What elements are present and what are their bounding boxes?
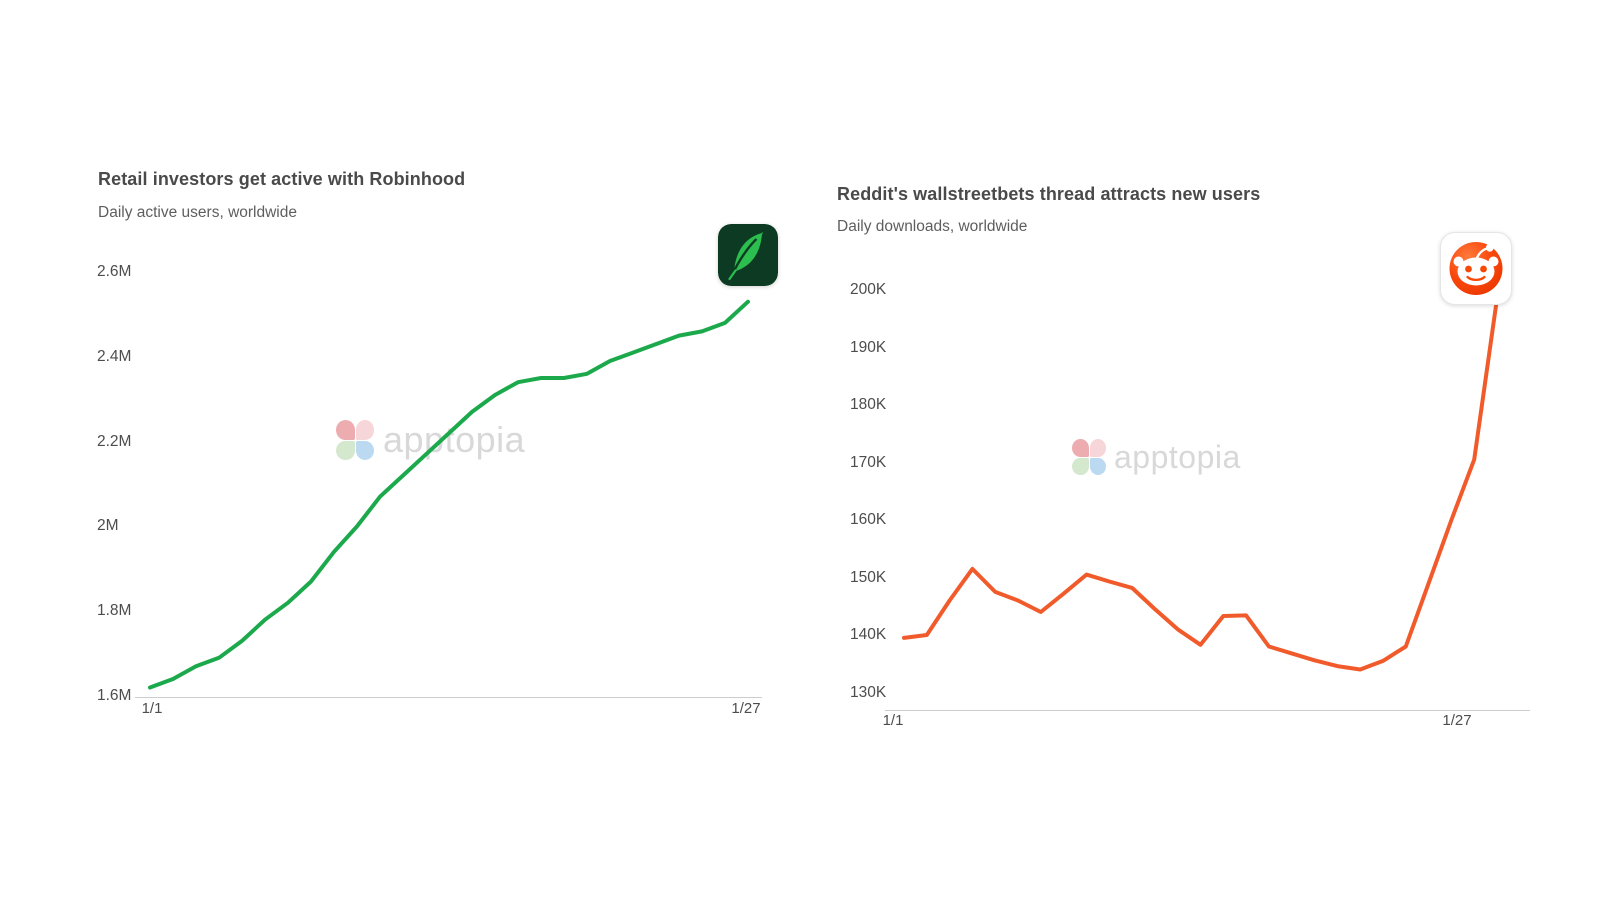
apptopia-logo-icon <box>1072 439 1106 475</box>
logo-petal <box>355 440 374 460</box>
reddit-chart-subtitle: Daily downloads, worldwide <box>837 218 1028 235</box>
reddit-chart-title: Reddit's wallstreetbets thread attracts … <box>837 184 1261 204</box>
reddit-x-tick-last: 1/27 <box>1442 712 1472 729</box>
robinhood-chart-title: Retail investors get active with Robinho… <box>98 169 466 189</box>
y-axis-tick-label: 170K <box>850 453 887 471</box>
watermark-text: apptopia <box>383 419 526 460</box>
robinhood-x-tick-last: 1/27 <box>731 700 761 717</box>
y-axis-tick-label: 2.4M <box>97 347 132 365</box>
logo-petal <box>1072 439 1089 457</box>
reddit-app-icon <box>1440 232 1512 305</box>
robinhood-app-icon <box>718 224 778 286</box>
robinhood-feather-icon <box>718 224 778 286</box>
line-series <box>902 296 1499 672</box>
robinhood-chart-subtitle: Daily active users, worldwide <box>98 204 297 221</box>
logo-petal <box>355 420 374 440</box>
y-axis-tick-label: 2.6M <box>97 263 132 280</box>
logo-petal <box>336 420 355 440</box>
y-axis-tick-label: 190K <box>850 338 887 356</box>
logo-petal <box>1089 439 1106 457</box>
y-axis-tick-label: 1.6M <box>97 687 132 704</box>
y-axis-tick-label: 180K <box>850 396 887 413</box>
line-series <box>148 299 750 690</box>
logo-petal <box>1089 457 1106 475</box>
logo-petal <box>1072 457 1089 475</box>
apptopia-logo-icon <box>336 420 374 460</box>
reddit-x-axis-line <box>885 710 1530 711</box>
robinhood-x-axis-line <box>135 697 762 698</box>
logo-petal <box>336 440 355 460</box>
y-axis-tick-label: 200K <box>850 281 887 298</box>
y-axis-tick-label: 130K <box>850 683 887 701</box>
reddit-x-tick-first: 1/1 <box>882 712 904 729</box>
apptopia-watermark: apptopia <box>1072 438 1241 476</box>
apptopia-watermark: apptopia <box>336 419 525 461</box>
y-axis-tick-label: 1.8M <box>97 602 132 620</box>
y-axis-tick-label: 150K <box>850 568 887 586</box>
y-axis-tick-label: 2M <box>97 517 119 535</box>
watermark-text: apptopia <box>1114 439 1241 475</box>
y-axis-tick-label: 160K <box>850 511 887 528</box>
reddit-snoo-icon <box>1449 242 1503 295</box>
y-axis-tick-label: 140K <box>850 626 887 643</box>
y-axis-tick-label: 2.2M <box>97 432 132 450</box>
robinhood-x-tick-first: 1/1 <box>141 700 163 717</box>
